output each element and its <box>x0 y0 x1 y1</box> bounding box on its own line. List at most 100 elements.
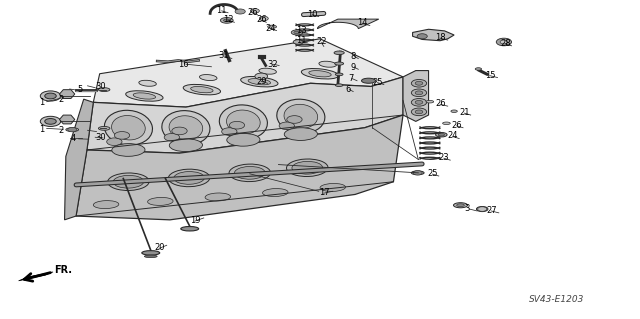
Text: 7: 7 <box>348 74 353 83</box>
Circle shape <box>107 138 122 145</box>
Ellipse shape <box>104 110 152 145</box>
Ellipse shape <box>292 161 323 174</box>
Circle shape <box>412 108 427 116</box>
Ellipse shape <box>66 128 79 131</box>
Circle shape <box>172 127 187 135</box>
Circle shape <box>164 133 179 141</box>
Ellipse shape <box>168 169 210 187</box>
Circle shape <box>40 116 61 126</box>
Ellipse shape <box>183 85 221 95</box>
Circle shape <box>287 116 302 123</box>
Ellipse shape <box>99 126 110 130</box>
Text: 21: 21 <box>460 108 470 117</box>
Ellipse shape <box>319 61 337 67</box>
Text: 25: 25 <box>372 78 383 87</box>
Circle shape <box>496 38 511 46</box>
Ellipse shape <box>454 203 467 208</box>
Ellipse shape <box>205 193 230 201</box>
Ellipse shape <box>443 122 451 124</box>
Text: 22: 22 <box>317 38 327 47</box>
Polygon shape <box>19 272 53 281</box>
Ellipse shape <box>169 116 203 140</box>
Ellipse shape <box>248 78 271 85</box>
Polygon shape <box>65 99 93 220</box>
Polygon shape <box>93 39 403 107</box>
Polygon shape <box>60 90 75 99</box>
Text: SV43-E1203: SV43-E1203 <box>529 295 584 304</box>
Text: 19: 19 <box>189 216 200 225</box>
Ellipse shape <box>475 68 481 70</box>
Ellipse shape <box>223 19 230 22</box>
Circle shape <box>415 110 423 114</box>
Text: 18: 18 <box>435 33 445 42</box>
Ellipse shape <box>227 110 260 134</box>
Ellipse shape <box>451 110 458 113</box>
Ellipse shape <box>362 78 376 83</box>
Ellipse shape <box>291 30 303 35</box>
Text: 26: 26 <box>435 99 445 108</box>
Ellipse shape <box>335 62 344 65</box>
Ellipse shape <box>111 115 145 140</box>
Ellipse shape <box>220 105 268 139</box>
Circle shape <box>40 91 61 101</box>
Ellipse shape <box>191 86 213 93</box>
Ellipse shape <box>308 70 332 77</box>
Circle shape <box>255 73 268 79</box>
Ellipse shape <box>142 251 160 255</box>
Ellipse shape <box>125 91 163 101</box>
Circle shape <box>279 122 294 130</box>
Circle shape <box>229 122 244 129</box>
Text: 20: 20 <box>154 243 164 252</box>
Text: 5: 5 <box>77 85 83 94</box>
Ellipse shape <box>145 255 157 258</box>
Circle shape <box>115 131 130 139</box>
Ellipse shape <box>294 31 300 34</box>
Text: FR.: FR. <box>54 265 72 275</box>
Text: 2: 2 <box>58 126 63 135</box>
Text: 3: 3 <box>465 204 470 213</box>
Circle shape <box>45 93 56 99</box>
Text: 25: 25 <box>428 169 438 178</box>
Ellipse shape <box>268 25 276 28</box>
Text: 16: 16 <box>178 60 189 69</box>
Ellipse shape <box>162 111 210 145</box>
Ellipse shape <box>262 189 288 197</box>
Polygon shape <box>403 70 429 122</box>
Text: 11: 11 <box>216 6 227 15</box>
Ellipse shape <box>301 69 339 79</box>
Ellipse shape <box>476 206 488 211</box>
Text: 26: 26 <box>452 121 462 130</box>
Text: 10: 10 <box>307 10 317 19</box>
Ellipse shape <box>220 18 233 23</box>
Circle shape <box>415 100 423 104</box>
Ellipse shape <box>412 171 424 175</box>
Polygon shape <box>87 77 403 153</box>
Text: 2: 2 <box>58 95 63 104</box>
Text: 4: 4 <box>71 134 76 143</box>
Ellipse shape <box>200 75 217 81</box>
Text: 32: 32 <box>268 60 278 69</box>
Ellipse shape <box>334 51 344 55</box>
Circle shape <box>412 99 427 106</box>
Text: 30: 30 <box>95 133 106 142</box>
Ellipse shape <box>133 93 156 99</box>
Text: 24: 24 <box>265 24 276 33</box>
Circle shape <box>45 119 56 124</box>
Circle shape <box>68 127 77 132</box>
Ellipse shape <box>108 173 149 190</box>
Ellipse shape <box>227 133 260 146</box>
Text: 24: 24 <box>448 131 458 140</box>
Text: 12: 12 <box>223 15 234 24</box>
Ellipse shape <box>99 88 110 92</box>
Circle shape <box>477 207 486 211</box>
Text: 15: 15 <box>484 70 495 79</box>
Ellipse shape <box>259 68 276 74</box>
Text: 13: 13 <box>296 26 307 35</box>
Ellipse shape <box>174 172 204 184</box>
Ellipse shape <box>170 139 202 152</box>
Ellipse shape <box>438 133 445 136</box>
Ellipse shape <box>457 204 465 207</box>
Text: 30: 30 <box>95 82 106 91</box>
Text: 26: 26 <box>247 8 258 17</box>
Ellipse shape <box>293 40 303 44</box>
